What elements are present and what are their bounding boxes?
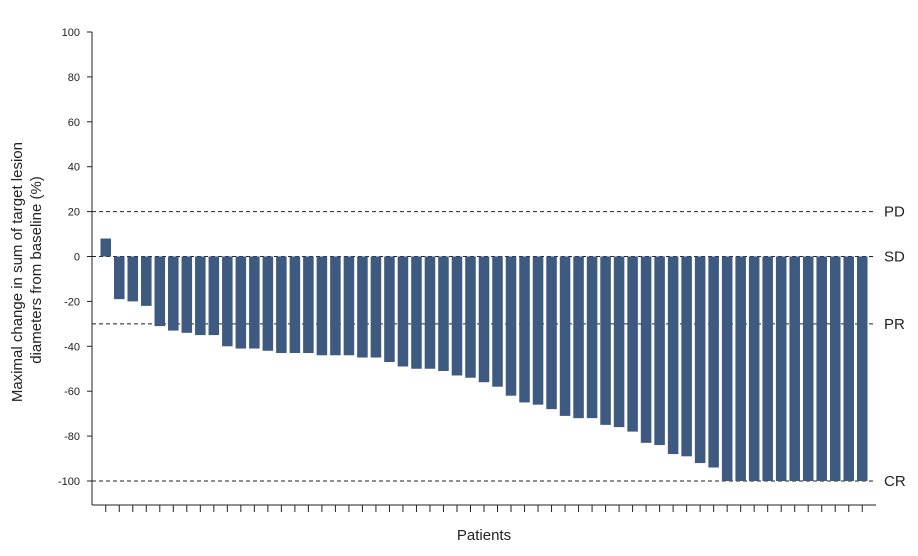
- y-tick-label: 0: [74, 252, 80, 264]
- bar: [654, 256, 665, 446]
- bar: [775, 256, 787, 481]
- bar: [154, 256, 166, 327]
- y-ticks: 100 80 60 40 20 0 -20 -40 -60 -80 -100: [58, 27, 92, 488]
- bar: [748, 256, 760, 481]
- bar: [600, 256, 611, 425]
- bar: [816, 256, 827, 481]
- x-ticks: [105, 505, 863, 512]
- bar: [343, 256, 355, 356]
- y-tick-label: 20: [68, 207, 80, 219]
- bars: [100, 238, 868, 481]
- reference-label-sd: SD: [884, 249, 905, 266]
- reference-label-cr: CR: [884, 473, 906, 490]
- y-tick-label: -80: [64, 431, 80, 443]
- bar: [789, 256, 800, 481]
- bar: [411, 256, 422, 369]
- bar: [384, 256, 395, 363]
- y-tick-label: -60: [64, 386, 80, 398]
- bar: [168, 256, 179, 331]
- y-tick-label: 60: [68, 117, 80, 129]
- y-tick-label: 80: [68, 72, 80, 84]
- bar: [289, 256, 301, 354]
- bar: [640, 256, 652, 443]
- bar: [735, 256, 746, 481]
- bar: [802, 256, 814, 481]
- bar: [235, 256, 247, 349]
- bar: [613, 256, 625, 428]
- bar: [424, 256, 436, 369]
- reference-label-pr: PR: [884, 316, 905, 333]
- bar: [843, 256, 855, 481]
- y-tick-label: -40: [64, 341, 80, 353]
- bar: [316, 256, 328, 356]
- bar: [586, 256, 598, 419]
- bar: [627, 256, 638, 432]
- reference-label-pd: PD: [884, 204, 905, 221]
- bar: [505, 256, 517, 396]
- bar: [195, 256, 206, 336]
- bar: [694, 256, 706, 464]
- bar: [181, 256, 193, 333]
- bar: [559, 256, 571, 416]
- bar: [249, 256, 260, 349]
- bar: [303, 256, 314, 354]
- bar: [829, 256, 841, 481]
- y-tick-label: -20: [64, 296, 80, 308]
- bar: [465, 256, 476, 378]
- x-axis-title: Patients: [457, 527, 511, 544]
- bar: [667, 256, 679, 455]
- bar: [492, 256, 503, 387]
- bar: [100, 238, 112, 257]
- bar: [856, 256, 868, 481]
- bar: [127, 256, 139, 302]
- bar: [141, 256, 152, 306]
- y-tick-label: 40: [68, 162, 80, 174]
- bar: [113, 256, 125, 300]
- bar: [532, 256, 544, 405]
- bar: [370, 256, 382, 358]
- bar: [262, 256, 274, 351]
- bar: [519, 256, 530, 403]
- bar: [357, 256, 368, 358]
- bar: [438, 256, 449, 371]
- y-axis-title-line-2: diameters from baseline (%): [28, 176, 45, 364]
- bar: [708, 256, 719, 468]
- bar: [451, 256, 463, 376]
- bar: [330, 256, 341, 356]
- bar: [478, 256, 490, 383]
- y-axis-title-line-1: Maximal change in sum of target lesion: [9, 142, 26, 402]
- bar: [222, 256, 233, 347]
- bar: [546, 256, 557, 410]
- y-tick-label: -100: [58, 476, 80, 488]
- bar: [762, 256, 773, 481]
- bar: [208, 256, 220, 336]
- bar: [721, 256, 733, 481]
- y-axis-title: Maximal change in sum of target lesion d…: [9, 138, 45, 402]
- bar: [276, 256, 287, 354]
- bar: [681, 256, 692, 457]
- bar: [397, 256, 409, 367]
- bar: [573, 256, 584, 419]
- y-tick-label: 100: [62, 27, 80, 39]
